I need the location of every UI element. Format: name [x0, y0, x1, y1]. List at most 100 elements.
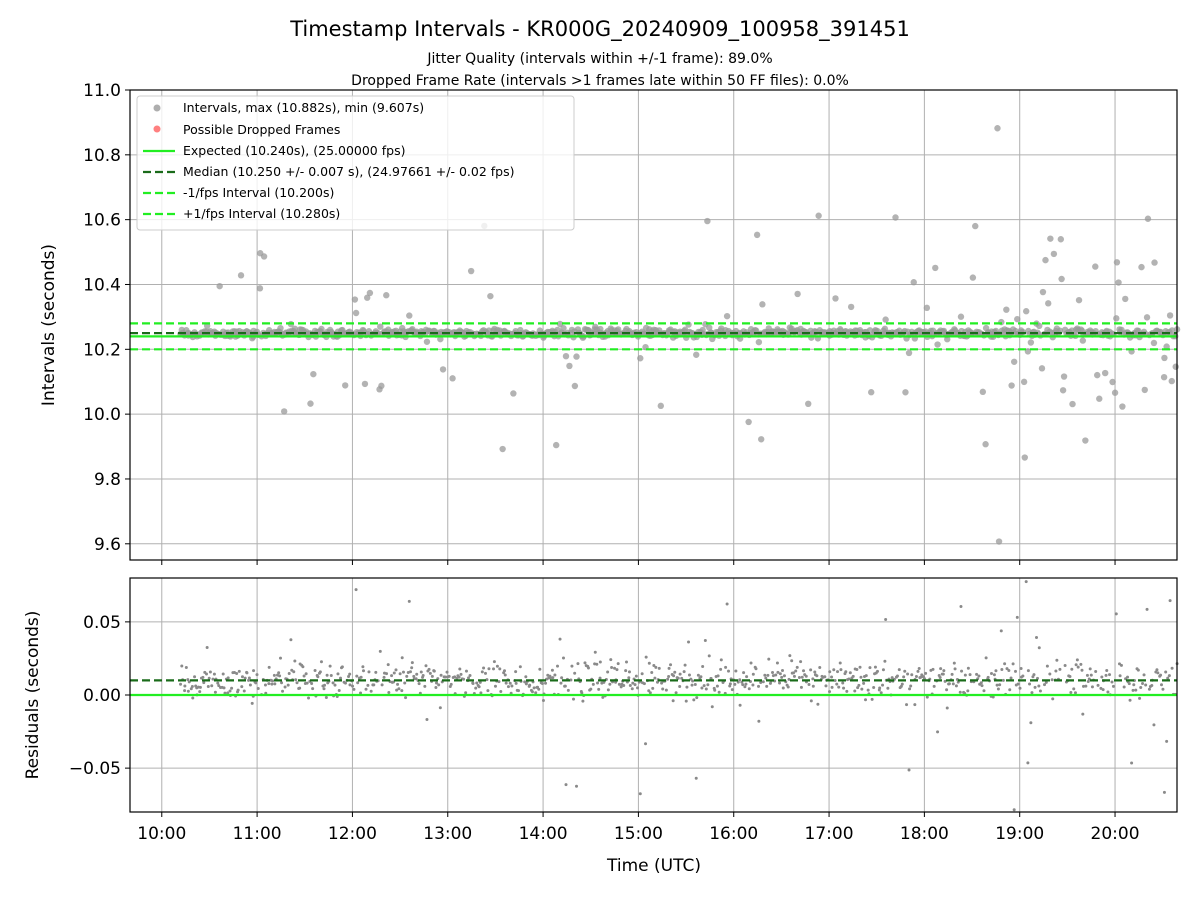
residual-point	[530, 690, 534, 694]
interval-point	[1082, 437, 1089, 444]
residual-point	[733, 682, 737, 686]
residual-point	[477, 685, 481, 689]
residual-point	[1075, 658, 1079, 662]
residual-point	[996, 687, 1000, 691]
residual-point	[445, 670, 449, 674]
residual-point	[559, 681, 563, 685]
legend-entry-expected: Expected (10.240s), (25.00000 fps)	[143, 143, 405, 158]
residual-point	[984, 656, 988, 660]
residual-point	[464, 691, 468, 695]
residual-point	[295, 681, 299, 685]
residual-point	[615, 668, 619, 672]
residual-point	[738, 703, 742, 707]
intervals-y-tick-label: 10.6	[83, 211, 121, 231]
interval-point	[1045, 300, 1052, 307]
residual-point	[417, 682, 421, 686]
interval-point	[566, 362, 573, 370]
residual-point	[1144, 683, 1148, 687]
residual-point	[1160, 683, 1164, 687]
residual-point	[741, 683, 745, 687]
residual-point	[790, 659, 794, 663]
residual-point	[992, 673, 996, 677]
residual-point	[707, 654, 711, 658]
residual-point	[1128, 698, 1132, 702]
residuals-y-axis-label: Residuals (seconds)	[23, 611, 43, 780]
residual-point	[184, 666, 188, 670]
interval-point	[1079, 337, 1087, 344]
x-tick-label: 15:00	[614, 824, 663, 844]
interval-point	[342, 382, 349, 389]
residual-point	[855, 668, 859, 672]
residual-point	[589, 687, 593, 691]
residual-point	[432, 669, 436, 673]
residual-point	[975, 672, 979, 676]
interval-point	[437, 335, 444, 343]
interval-point	[759, 301, 766, 308]
residual-point	[648, 691, 652, 695]
residual-point	[828, 670, 832, 674]
residual-point	[273, 682, 277, 686]
residual-point	[914, 675, 918, 679]
residual-point	[286, 683, 290, 687]
residual-point	[638, 792, 642, 796]
residual-point	[397, 687, 401, 691]
residual-point	[267, 665, 271, 669]
legend-entry-plus-fps: +1/fps Interval (10.280s)	[143, 206, 340, 221]
x-tick-label: 12:00	[328, 824, 377, 844]
residual-point	[541, 698, 545, 702]
intervals-y-tick-label: 10.4	[83, 275, 121, 295]
residual-point	[788, 654, 792, 658]
residual-point	[423, 684, 427, 688]
interval-point	[934, 341, 941, 348]
residual-point	[293, 659, 297, 663]
residual-point	[566, 688, 570, 692]
residual-point	[339, 676, 343, 680]
interval-point	[755, 338, 763, 346]
interval-point	[510, 390, 517, 397]
residual-point	[480, 670, 484, 674]
residual-point	[764, 676, 768, 680]
residual-point	[724, 665, 728, 669]
residual-point	[331, 681, 335, 685]
interval-point	[932, 264, 939, 272]
residual-point	[558, 637, 562, 641]
residual-point	[1048, 672, 1052, 676]
interval-point	[815, 212, 822, 219]
residual-point	[563, 684, 567, 688]
residual-point	[761, 680, 765, 684]
residual-point	[908, 687, 912, 691]
residual-point	[853, 689, 857, 693]
residual-point	[734, 669, 738, 673]
residual-point	[278, 674, 282, 678]
residual-point	[394, 668, 398, 672]
residual-point	[1147, 687, 1151, 691]
residual-point	[830, 685, 834, 689]
residual-point	[437, 683, 441, 687]
residual-point	[627, 670, 631, 674]
residual-point	[438, 706, 442, 710]
residual-point	[800, 675, 804, 679]
residual-point	[516, 689, 520, 693]
residual-point	[180, 664, 184, 668]
residual-point	[400, 656, 404, 660]
residual-point	[294, 678, 298, 682]
residual-point	[1005, 667, 1009, 671]
intervals-y-axis-label: Intervals (seconds)	[39, 244, 59, 406]
residual-point	[471, 681, 475, 685]
interval-point	[847, 303, 855, 311]
residual-point	[742, 671, 746, 675]
residual-point	[395, 688, 399, 692]
interval-point	[758, 436, 765, 443]
residual-point	[1136, 668, 1140, 672]
residual-point	[1138, 696, 1142, 700]
residual-point	[989, 672, 993, 676]
residual-point	[706, 683, 710, 687]
interval-point	[1069, 400, 1076, 408]
residual-point	[963, 673, 967, 677]
residual-point	[591, 682, 595, 686]
residual-point	[198, 690, 202, 694]
residual-point	[968, 673, 972, 677]
residual-point	[780, 668, 784, 672]
interval-point	[1092, 263, 1099, 270]
